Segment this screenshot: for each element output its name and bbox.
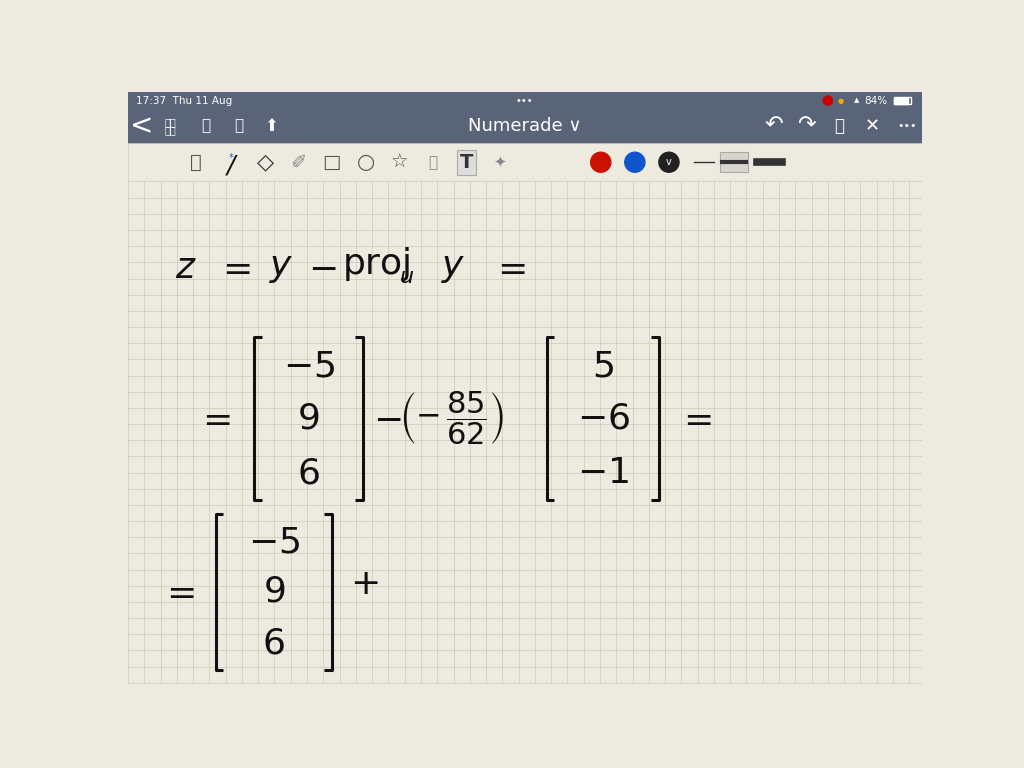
Text: $-$: $-$ <box>374 402 401 435</box>
Text: ↷: ↷ <box>797 116 815 136</box>
Text: ⬜: ⬜ <box>428 154 437 170</box>
Text: ✕: ✕ <box>864 117 880 135</box>
Text: $6$: $6$ <box>262 627 285 660</box>
Bar <box>128 109 922 143</box>
Text: $\left(-\,\dfrac{85}{62}\right)$: $\left(-\,\dfrac{85}{62}\right)$ <box>399 390 505 448</box>
Text: •••: ••• <box>897 121 916 131</box>
Text: $=$: $=$ <box>215 250 251 285</box>
Bar <box>895 98 908 104</box>
Text: ⬜: ⬜ <box>190 153 202 172</box>
Text: v: v <box>666 157 672 167</box>
Text: T: T <box>460 153 473 172</box>
Bar <box>894 97 910 104</box>
Text: $u$: $u$ <box>399 267 415 287</box>
Text: $=$: $=$ <box>159 575 195 609</box>
Text: $\mathrm{proj}$: $\mathrm{proj}$ <box>342 245 411 283</box>
Text: $=$: $=$ <box>676 402 712 435</box>
Text: ☆: ☆ <box>390 153 408 172</box>
Circle shape <box>625 152 645 172</box>
Text: •••: ••• <box>516 96 534 106</box>
Text: □: □ <box>323 153 341 172</box>
Text: 84%: 84% <box>864 96 888 106</box>
Bar <box>128 143 922 181</box>
Text: $y$: $y$ <box>441 250 466 285</box>
Text: ✦: ✦ <box>494 154 507 170</box>
Text: *: * <box>228 153 233 163</box>
Circle shape <box>823 96 833 105</box>
Text: ⬜⬜
⬜⬜: ⬜⬜ ⬜⬜ <box>165 117 176 135</box>
Text: $+$: $+$ <box>350 568 379 601</box>
Text: /: / <box>227 154 236 177</box>
Text: $z$: $z$ <box>175 250 197 285</box>
Text: ●: ● <box>838 98 844 104</box>
Text: Numerade ∨: Numerade ∨ <box>468 117 582 135</box>
Bar <box>128 92 922 109</box>
Text: $-5$: $-5$ <box>248 525 300 560</box>
Text: 🔍: 🔍 <box>201 118 210 134</box>
Text: $9$: $9$ <box>297 402 319 435</box>
Text: $-6$: $-6$ <box>577 402 630 435</box>
Text: ⬜: ⬜ <box>835 117 845 135</box>
Text: $=$: $=$ <box>489 250 525 285</box>
Text: $6$: $6$ <box>297 456 319 490</box>
Text: ◇: ◇ <box>257 152 274 172</box>
Text: $=$: $=$ <box>196 402 231 435</box>
Text: $-5$: $-5$ <box>283 350 335 384</box>
Text: $5$: $5$ <box>592 350 614 384</box>
Text: ○: ○ <box>356 152 375 172</box>
Bar <box>720 152 748 172</box>
Text: ↶: ↶ <box>764 116 783 136</box>
Text: $-$: $-$ <box>307 250 336 285</box>
Circle shape <box>658 152 679 172</box>
Text: $-1$: $-1$ <box>578 456 629 490</box>
Text: ▲: ▲ <box>854 98 859 104</box>
Text: $9$: $9$ <box>262 575 285 609</box>
Circle shape <box>591 152 611 172</box>
Text: $y$: $y$ <box>269 250 294 285</box>
Text: ⬆: ⬆ <box>264 117 279 135</box>
Text: 🔖: 🔖 <box>234 118 244 134</box>
Text: 17:37  Thu 11 Aug: 17:37 Thu 11 Aug <box>136 96 232 106</box>
Text: ✐: ✐ <box>291 153 306 172</box>
Text: <: < <box>130 112 154 140</box>
